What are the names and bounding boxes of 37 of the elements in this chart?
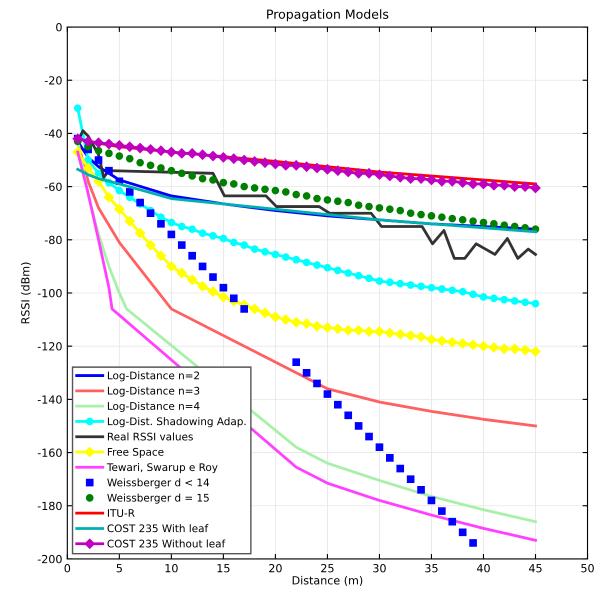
x-tick-label: 20 <box>269 564 282 572</box>
y-tick-label: -80 <box>44 236 62 244</box>
legend-label: Weissberger d < 14 <box>107 478 210 488</box>
x-tick-label: 25 <box>321 564 334 572</box>
y-tick-label: -60 <box>44 182 62 191</box>
x-tick-label: 15 <box>218 564 230 572</box>
chart-title: Propagation Models <box>267 9 388 22</box>
x-tick-label: 45 <box>528 564 542 572</box>
legend-label: Log-Distance n=4 <box>108 402 200 412</box>
y-tick-label: -120 <box>38 342 62 351</box>
x-tick-label: 10 <box>166 564 178 572</box>
y-tick-label: -100 <box>38 288 62 298</box>
legend-label: Log-Distance n=2 <box>108 371 200 382</box>
legend-label: ITU-R <box>108 509 135 517</box>
legend-label: Log-Dist. Shadowing Adap. <box>108 417 246 428</box>
y-tick-label: -140 <box>38 395 62 404</box>
legend-label: Weissberger d = 15 <box>107 494 209 504</box>
x-tick-label: 0 <box>64 564 70 572</box>
y-axis-title: RSSI (dBm) <box>20 262 31 324</box>
y-tick-label: -200 <box>38 554 62 564</box>
y-tick-label: -180 <box>38 502 62 510</box>
y-tick-label: -20 <box>44 76 62 85</box>
legend-label: Real RSSI values <box>108 432 193 441</box>
x-tick-label: 30 <box>373 564 386 572</box>
y-tick-label: -160 <box>38 448 62 457</box>
legend-label: COST 235 Without leaf <box>107 539 226 548</box>
x-tick-label: 5 <box>116 564 122 572</box>
x-tick-label: 50 <box>581 564 594 572</box>
legend-label: Free Space <box>108 448 164 458</box>
y-tick-label: -40 <box>44 129 62 138</box>
x-tick-label: 40 <box>476 564 490 572</box>
legend-label: COST 235 With leaf <box>107 524 208 532</box>
x-axis-title: Distance (m) <box>292 576 362 586</box>
x-tick-label: 35 <box>425 564 438 572</box>
legend-label: Log-Distance n=3 <box>108 386 200 397</box>
legend-label: Tewari, Swarup e Roy <box>106 463 218 474</box>
y-tick-label: 0 <box>56 23 62 32</box>
